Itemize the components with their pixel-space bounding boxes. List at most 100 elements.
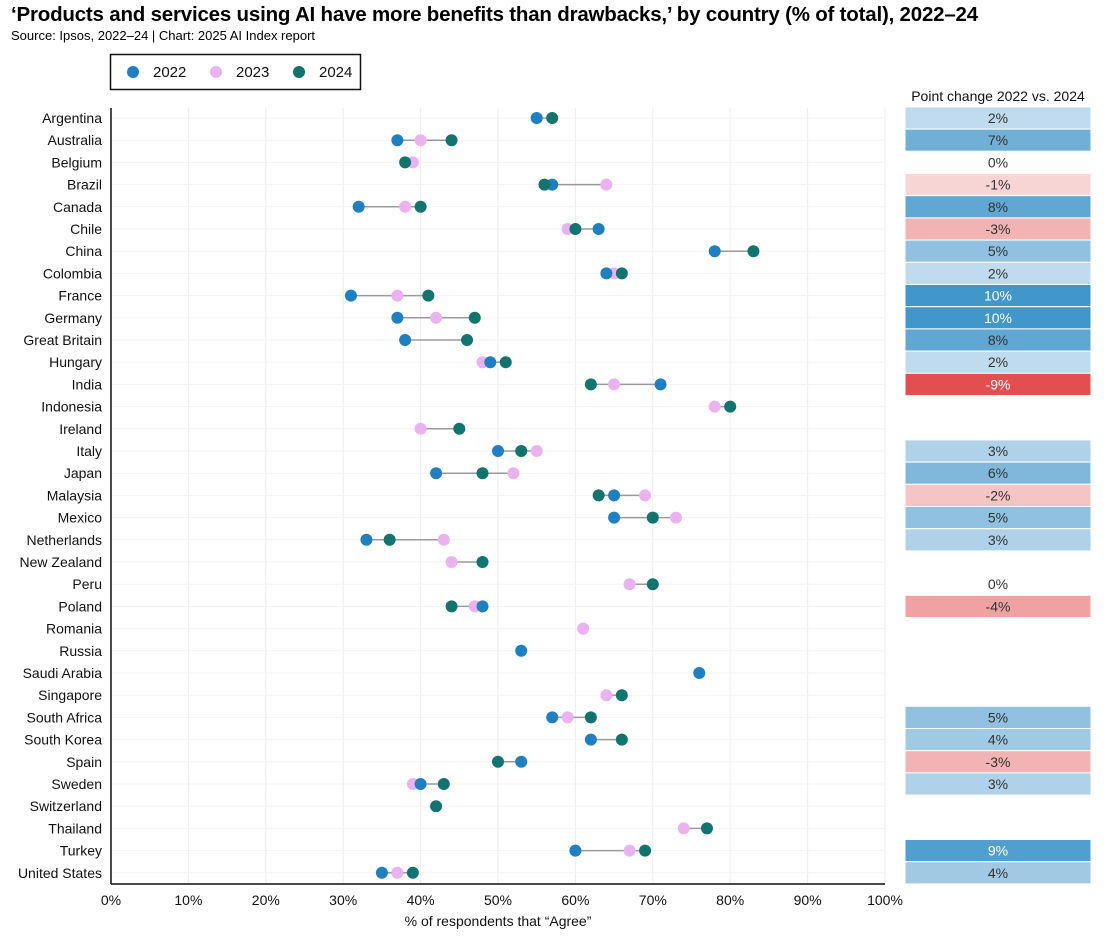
point-change-value: 4% bbox=[988, 865, 1008, 881]
dot-2024 bbox=[615, 267, 628, 280]
dot-2024 bbox=[747, 245, 760, 258]
country-label: China bbox=[65, 243, 102, 259]
point-change-value: 4% bbox=[988, 732, 1008, 748]
country-row: Romania bbox=[46, 621, 590, 637]
country-row: Italy bbox=[76, 443, 543, 459]
dot-2024 bbox=[615, 733, 628, 746]
dot-2023 bbox=[670, 511, 683, 524]
dot-2024 bbox=[700, 822, 713, 835]
dot-2022 bbox=[708, 245, 721, 258]
point-change-cell: 2% bbox=[904, 261, 1092, 285]
country-row: South Korea bbox=[24, 732, 628, 748]
point-change-column: Point change 2022 vs. 2024 2% 7% 0% -1% 8% -3%… bbox=[904, 88, 1092, 885]
chart-subtitle: Source: Ipsos, 2022–24 | Chart: 2025 AI … bbox=[11, 28, 316, 43]
point-change-cell: 8% bbox=[904, 328, 1092, 352]
point-change-cell: 6% bbox=[904, 461, 1092, 485]
dot-2022 bbox=[399, 334, 412, 346]
x-axis: 0% 10% 20% 30% 40% 50% 60% 70% 80% 90% 100% % of re… bbox=[101, 108, 903, 929]
country-label: Germany bbox=[44, 310, 102, 326]
country-label: Peru bbox=[72, 576, 102, 592]
dot-2024 bbox=[584, 378, 597, 391]
country-label: United States bbox=[18, 865, 102, 881]
dot-2024 bbox=[492, 755, 504, 768]
x-tick-label: 0% bbox=[101, 892, 121, 908]
point-change-bg bbox=[904, 528, 1092, 552]
dot-2024 bbox=[461, 334, 474, 346]
dot-2023 bbox=[445, 556, 458, 568]
point-change-cell: -3% bbox=[904, 750, 1092, 774]
dot-2022 bbox=[391, 134, 404, 147]
dot-2023 bbox=[414, 422, 427, 435]
country-row: India bbox=[72, 376, 667, 392]
dot-2022 bbox=[530, 112, 543, 124]
dot-2024 bbox=[499, 356, 512, 369]
country-row: United States bbox=[18, 865, 419, 881]
dot-2022 bbox=[352, 200, 365, 213]
dot-2023 bbox=[391, 866, 404, 879]
dot-2022 bbox=[515, 644, 528, 657]
dot-2022 bbox=[414, 778, 427, 790]
country-row: Argentina bbox=[42, 110, 559, 126]
country-row: Thailand bbox=[48, 820, 713, 836]
point-change-bg bbox=[904, 594, 1092, 618]
dot-2023 bbox=[391, 289, 404, 302]
point-change-value: 5% bbox=[988, 243, 1008, 259]
dot-2024 bbox=[414, 200, 427, 213]
dot-2022 bbox=[430, 467, 443, 480]
country-row: Belgium bbox=[51, 154, 419, 170]
dot-2024 bbox=[445, 600, 458, 613]
x-tick-label: 80% bbox=[716, 892, 744, 908]
point-change-cell: -1% bbox=[904, 173, 1092, 197]
point-change-bg bbox=[904, 861, 1092, 885]
country-label: Great Britain bbox=[23, 332, 102, 348]
x-tick-label: 30% bbox=[329, 892, 357, 908]
legend-marker-2022 bbox=[127, 66, 139, 78]
point-change-cell: -3% bbox=[904, 217, 1092, 241]
x-tick-label: 100% bbox=[867, 892, 903, 908]
country-row: Sweden bbox=[51, 776, 450, 792]
country-label: Brazil bbox=[67, 177, 102, 193]
x-tick-label: 20% bbox=[252, 892, 280, 908]
point-change-value: -9% bbox=[986, 376, 1011, 392]
country-row: Singapore bbox=[38, 687, 628, 703]
dot-2024 bbox=[515, 445, 528, 457]
point-change-value: 3% bbox=[988, 776, 1008, 792]
x-tick-label: 90% bbox=[794, 892, 822, 908]
point-change-cell: 8% bbox=[904, 195, 1092, 219]
point-change-cell: 3% bbox=[904, 528, 1092, 552]
dot-2023 bbox=[623, 578, 636, 591]
x-tick-label: 50% bbox=[484, 892, 512, 908]
dot-2024 bbox=[546, 112, 559, 124]
country-row: Hungary bbox=[49, 354, 512, 370]
point-change-header: Point change 2022 vs. 2024 bbox=[911, 88, 1085, 104]
dot-2022 bbox=[515, 755, 528, 768]
country-label: India bbox=[72, 376, 103, 392]
point-change-cell: -2% bbox=[904, 483, 1092, 507]
dot-2024 bbox=[476, 556, 489, 568]
country-label: Australia bbox=[48, 132, 103, 148]
country-row: Spain bbox=[66, 754, 528, 770]
point-change-value: 8% bbox=[988, 332, 1008, 348]
dot-2022 bbox=[592, 223, 605, 235]
country-label: Malaysia bbox=[47, 487, 102, 503]
point-change-value: 0% bbox=[988, 576, 1008, 592]
dot-2022 bbox=[476, 600, 489, 613]
dot-2024 bbox=[538, 178, 551, 191]
dot-2022 bbox=[608, 511, 621, 524]
country-row: Canada bbox=[53, 199, 427, 215]
point-change-bg bbox=[904, 772, 1092, 796]
point-change-cell: 7% bbox=[904, 128, 1092, 152]
point-change-cell: 2% bbox=[904, 106, 1092, 130]
country-row: Indonesia bbox=[41, 399, 737, 415]
dot-2022 bbox=[375, 866, 388, 879]
dot-2022 bbox=[492, 445, 504, 457]
point-change-value: -1% bbox=[986, 177, 1011, 193]
country-label: Indonesia bbox=[41, 399, 102, 415]
point-change-cell: 5% bbox=[904, 506, 1092, 530]
grid-lines bbox=[111, 108, 886, 884]
country-label: Switzerland bbox=[30, 798, 102, 814]
country-row: South Africa bbox=[27, 709, 597, 725]
country-row: Mexico bbox=[58, 510, 683, 526]
country-row: Australia bbox=[48, 132, 458, 148]
